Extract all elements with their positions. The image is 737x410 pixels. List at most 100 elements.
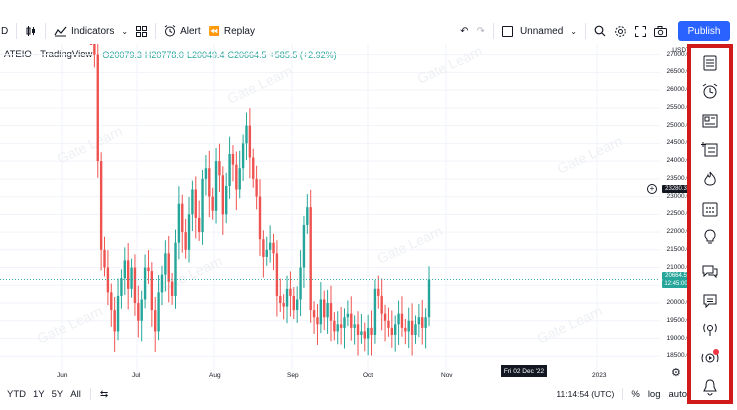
auto-scale-button[interactable]: auto [668,388,688,400]
price-tick-label: 24000.0 [666,157,691,165]
redo-icon: ↷ [476,25,485,37]
candle [167,235,170,303]
news-icon[interactable] [701,112,719,130]
log-scale-button[interactable]: log [647,388,661,400]
candle [377,275,380,309]
price-tick-label: 25000.0 [666,121,691,129]
candle-body [245,125,248,144]
candle [204,155,208,196]
fullscreen-button[interactable] [631,20,650,42]
chevron-down-icon: ⌄ [121,26,129,36]
watermark-text: Gate Learn [415,44,485,87]
candle-body [292,295,295,311]
hotlist-icon[interactable] [701,170,719,188]
range-all-button[interactable]: All [70,388,81,400]
candle [302,216,306,289]
calendar-icon[interactable] [701,200,719,218]
alert-label: Alert [180,25,201,37]
candle [404,319,407,345]
settings-button[interactable] [610,20,631,42]
watchlist-icon[interactable] [701,54,719,72]
candle-body [417,317,421,325]
price-axis[interactable]: USDT 27000.0 26500.0 26000.0 25500.0 25000.0… [660,44,691,376]
live-stream-icon[interactable] [701,348,719,366]
add-alert-icon[interactable]: + [647,184,657,194]
candle [285,275,289,324]
range-1y-button[interactable]: 1Y [33,388,45,400]
candle [265,236,268,266]
templates-button[interactable] [132,20,151,42]
watermark-text: Gate Learn [35,303,105,347]
candle-body [231,154,235,165]
candle [370,310,373,356]
candle-body [329,303,333,321]
utc-clock[interactable]: 11:14:54 (UTC) [556,389,615,399]
candle [289,271,292,317]
candle-body [302,224,306,268]
interval-selector[interactable]: D [1,25,9,37]
candle-body [110,292,113,311]
candle [154,297,157,352]
candle [346,300,350,327]
candle-body [177,203,181,243]
candle [238,150,241,199]
candle [231,145,235,182]
percent-scale-button[interactable]: % [631,388,640,400]
divider [16,23,17,39]
price-tick-label: 19500.0 [666,316,691,324]
undo-icon: ↶ [460,25,469,37]
candle-body [316,317,319,325]
candle [275,240,279,317]
candle [363,322,366,352]
range-5y-button[interactable]: 5Y [51,388,64,400]
candle [252,148,255,188]
notifications-icon[interactable] [701,378,719,396]
layout-icon [501,25,513,37]
broadcast-icon[interactable] [701,320,719,338]
gear-icon [615,25,626,37]
axis-settings-icon[interactable]: ⚙ [671,367,681,379]
rewind-icon: ⏪ [208,25,220,36]
alert-button[interactable]: Alert [160,20,205,42]
candle [106,250,110,306]
candle [191,180,194,231]
candle-body [350,313,353,328]
candle-body [424,317,427,328]
data-window-icon[interactable] [701,140,719,158]
replay-button[interactable]: ⏪ Replay [205,20,259,42]
chats-icon[interactable] [701,262,719,280]
last-price-tag: 20664.5 [662,272,690,280]
divider [622,388,624,400]
indicators-button[interactable]: Indicators ⌄ [50,20,132,42]
candle-body [339,324,343,328]
candle [133,254,137,316]
layout-selector[interactable]: Unnamed ⌄ [498,20,581,42]
candlestick-chart[interactable]: Gate Learn Gate Learn Gate Learn Gate Learn… [0,44,660,374]
date-range-icon[interactable]: ⇆ [99,388,109,400]
chart-type-button[interactable] [21,20,41,42]
ideas-icon[interactable] [701,228,719,246]
alarm-clock-icon[interactable] [701,82,719,100]
candle [343,308,346,349]
range-ytd-button[interactable]: YTD [7,388,26,400]
candle-body [191,189,194,215]
candle [306,194,309,234]
publish-button[interactable]: Publish [678,21,730,41]
candle [417,304,421,338]
streams-icon[interactable] [701,292,719,310]
candle-body [333,320,336,332]
candle [272,233,275,271]
candle-body [238,168,241,190]
candle-body [221,175,225,215]
search-button[interactable] [590,20,610,42]
candle-body [96,54,99,162]
candle [407,307,410,349]
candle [383,304,387,342]
snapshot-button[interactable] [650,20,671,42]
candle [427,266,431,327]
candle-body [258,196,262,240]
candle [339,306,343,345]
redo-button[interactable]: ↷ [473,20,489,42]
undo-button[interactable]: ↶ [456,20,472,42]
